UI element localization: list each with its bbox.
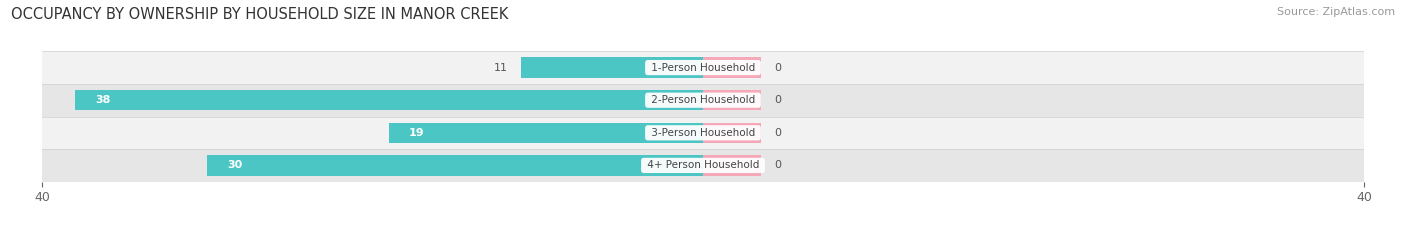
Bar (703, 155, 761, 175)
Text: 11: 11 (494, 63, 508, 72)
Bar (42, 149, 1364, 182)
Bar (42, 84, 1364, 116)
Text: 2-Person Household: 2-Person Household (648, 95, 758, 105)
Text: 30: 30 (228, 161, 242, 170)
Bar (703, 123, 761, 143)
Bar (75, 90, 703, 110)
Text: OCCUPANCY BY OWNERSHIP BY HOUSEHOLD SIZE IN MANOR CREEK: OCCUPANCY BY OWNERSHIP BY HOUSEHOLD SIZE… (11, 7, 509, 22)
Text: 4+ Person Household: 4+ Person Household (644, 161, 762, 170)
Bar (42, 116, 1364, 149)
Text: Source: ZipAtlas.com: Source: ZipAtlas.com (1277, 7, 1395, 17)
Text: 0: 0 (775, 161, 782, 170)
Text: 0: 0 (775, 63, 782, 72)
Bar (207, 155, 703, 175)
Text: 1-Person Household: 1-Person Household (648, 63, 758, 72)
Text: 19: 19 (409, 128, 425, 138)
Bar (522, 58, 703, 78)
Bar (703, 90, 761, 110)
Text: 0: 0 (775, 128, 782, 138)
Text: 3-Person Household: 3-Person Household (648, 128, 758, 138)
Bar (703, 58, 761, 78)
Text: 38: 38 (96, 95, 111, 105)
Bar (42, 51, 1364, 84)
Bar (389, 123, 703, 143)
Text: 0: 0 (775, 95, 782, 105)
